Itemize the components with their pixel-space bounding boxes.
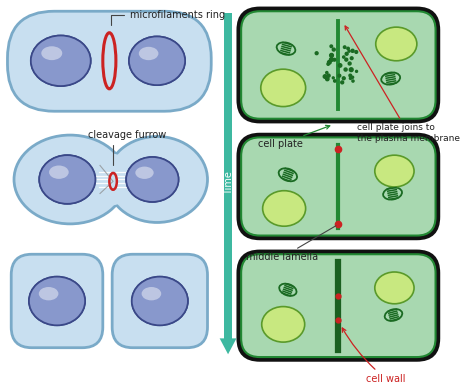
Circle shape	[345, 52, 348, 55]
Text: cell wall: cell wall	[342, 328, 406, 384]
Circle shape	[329, 58, 333, 61]
Text: middle lamella: middle lamella	[246, 226, 336, 262]
Bar	[224, 13, 232, 345]
Circle shape	[356, 70, 357, 72]
FancyBboxPatch shape	[241, 11, 436, 119]
Circle shape	[315, 52, 318, 55]
Circle shape	[349, 77, 352, 80]
Ellipse shape	[31, 36, 91, 86]
Circle shape	[348, 50, 350, 52]
Circle shape	[329, 54, 333, 57]
Ellipse shape	[125, 156, 180, 203]
Circle shape	[328, 61, 331, 64]
Ellipse shape	[129, 36, 185, 85]
Circle shape	[342, 77, 345, 80]
Ellipse shape	[132, 277, 188, 325]
Circle shape	[343, 56, 345, 58]
Ellipse shape	[49, 166, 69, 179]
Circle shape	[332, 77, 334, 79]
Ellipse shape	[14, 135, 126, 224]
FancyBboxPatch shape	[237, 7, 440, 124]
FancyBboxPatch shape	[241, 137, 436, 235]
Ellipse shape	[30, 35, 91, 87]
Circle shape	[326, 77, 329, 81]
Circle shape	[344, 68, 347, 71]
Ellipse shape	[95, 154, 131, 205]
Ellipse shape	[126, 157, 179, 202]
Circle shape	[338, 64, 342, 67]
Circle shape	[327, 63, 329, 65]
Circle shape	[350, 57, 353, 59]
Ellipse shape	[376, 27, 417, 61]
Ellipse shape	[131, 276, 189, 326]
Ellipse shape	[261, 69, 306, 107]
Ellipse shape	[29, 277, 85, 325]
Circle shape	[348, 62, 351, 65]
Circle shape	[333, 58, 336, 61]
Ellipse shape	[107, 137, 208, 222]
Ellipse shape	[263, 191, 306, 226]
Ellipse shape	[142, 287, 161, 300]
Circle shape	[351, 49, 354, 52]
Circle shape	[347, 47, 349, 50]
Circle shape	[355, 51, 358, 53]
Ellipse shape	[41, 46, 62, 60]
Circle shape	[341, 81, 344, 84]
Circle shape	[351, 76, 354, 78]
Ellipse shape	[38, 154, 96, 205]
FancyBboxPatch shape	[8, 11, 211, 111]
Text: microfilaments ring: microfilaments ring	[111, 10, 225, 25]
Text: cell plate joins to
the plasma membrane: cell plate joins to the plasma membrane	[345, 26, 460, 143]
Circle shape	[352, 80, 354, 82]
Circle shape	[327, 74, 330, 77]
Ellipse shape	[262, 306, 305, 342]
Circle shape	[326, 71, 328, 74]
Circle shape	[338, 74, 341, 77]
Circle shape	[332, 48, 335, 51]
Ellipse shape	[28, 276, 86, 326]
Ellipse shape	[39, 287, 58, 300]
Circle shape	[349, 74, 352, 77]
Ellipse shape	[39, 155, 95, 204]
Circle shape	[349, 68, 353, 71]
Text: cleavage furrow: cleavage furrow	[88, 130, 166, 166]
FancyBboxPatch shape	[237, 250, 440, 362]
Ellipse shape	[139, 47, 158, 60]
FancyBboxPatch shape	[11, 254, 103, 348]
Circle shape	[334, 80, 336, 82]
Circle shape	[345, 58, 348, 61]
Circle shape	[344, 46, 346, 48]
Text: Time: Time	[224, 171, 234, 195]
FancyBboxPatch shape	[241, 254, 436, 357]
FancyBboxPatch shape	[112, 254, 208, 348]
Ellipse shape	[375, 155, 414, 187]
Ellipse shape	[128, 36, 186, 86]
FancyBboxPatch shape	[237, 133, 440, 240]
Circle shape	[323, 75, 327, 78]
Polygon shape	[219, 339, 237, 354]
Ellipse shape	[136, 167, 154, 179]
Text: cell plate: cell plate	[258, 125, 330, 149]
Circle shape	[330, 45, 333, 47]
Ellipse shape	[375, 272, 414, 304]
